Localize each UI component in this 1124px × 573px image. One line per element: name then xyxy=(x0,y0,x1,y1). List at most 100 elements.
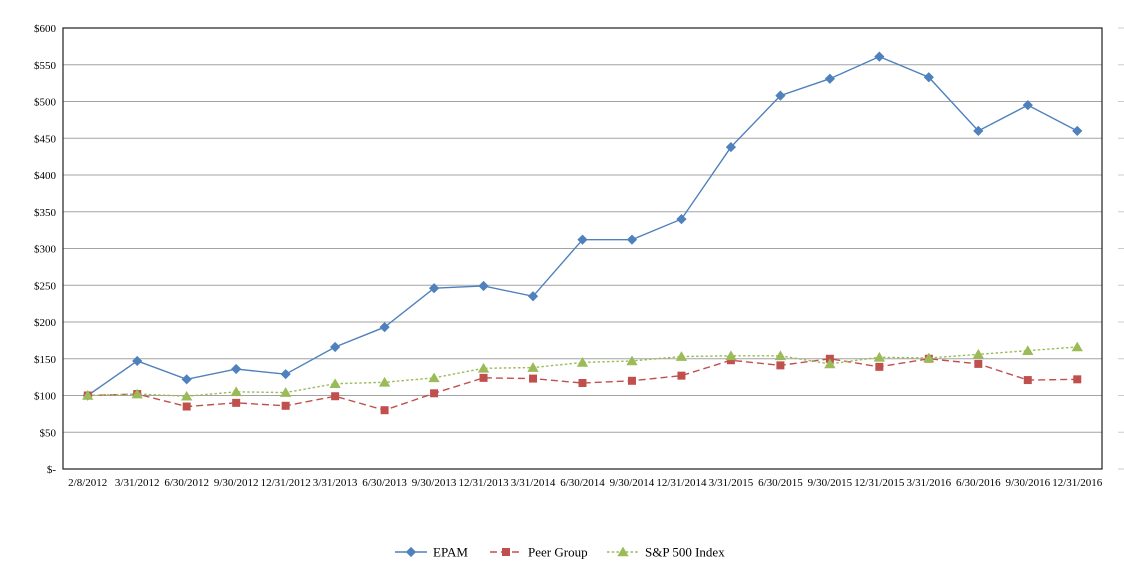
s-p-500-index-marker xyxy=(82,390,94,400)
peer-group-marker xyxy=(974,359,983,368)
epam-marker xyxy=(1022,100,1033,111)
s-p-500-index-marker xyxy=(428,372,440,383)
peer-group-marker xyxy=(875,362,884,371)
s-p-500-index-marker xyxy=(329,378,341,389)
x-axis-tick-label: 9/30/2012 xyxy=(214,477,259,489)
epam-marker xyxy=(725,141,737,153)
peer-group-marker xyxy=(281,401,290,410)
s-p-500-index-marker xyxy=(873,351,886,362)
peer-group-marker xyxy=(232,398,241,407)
legend-triangle-icon xyxy=(617,546,629,557)
x-axis-tick-label: 12/31/2015 xyxy=(854,477,905,489)
legend-diamond-icon xyxy=(405,546,417,558)
epam-marker xyxy=(330,341,341,353)
s-p-500-index-marker xyxy=(527,362,539,372)
epam-marker xyxy=(874,51,885,62)
y-axis-tick-label: $100 xyxy=(34,391,57,403)
epam-marker xyxy=(577,234,588,245)
epam-marker xyxy=(775,90,786,101)
peer-group-marker xyxy=(1023,376,1032,385)
s-p-500-index-marker xyxy=(1071,341,1083,352)
s-p-500-index-marker xyxy=(725,350,737,361)
peer-group-marker xyxy=(578,379,587,388)
x-axis-tick-label: 12/31/2012 xyxy=(261,477,311,489)
legend-label-s-p-500-index: S&P 500 Index xyxy=(645,545,725,560)
x-axis-tick-label: 3/31/2014 xyxy=(511,477,556,489)
x-axis-tick-label: 6/30/2013 xyxy=(362,477,407,489)
s-p-500-index-line xyxy=(87,346,1078,397)
x-axis-tick-label: 12/31/2013 xyxy=(458,477,509,489)
peer-group-marker xyxy=(182,402,191,411)
s-p-500-index-marker xyxy=(1022,345,1034,355)
s-p-500-index-marker xyxy=(279,387,292,397)
y-axis-tick-label: $300 xyxy=(34,244,57,256)
x-axis-tick-label: 9/30/2013 xyxy=(412,477,457,489)
legend-label-epam: EPAM xyxy=(433,545,468,560)
y-axis-tick-label: $400 xyxy=(34,170,57,182)
x-axis-tick-label: 6/30/2014 xyxy=(560,477,605,489)
s-p-500-index-marker xyxy=(378,376,391,387)
s-p-500-index-marker xyxy=(972,348,984,359)
x-axis-tick-label: 9/30/2016 xyxy=(1005,477,1050,489)
peer-group-marker xyxy=(776,361,785,370)
s-p-500-index-marker xyxy=(626,355,638,366)
y-axis-tick-label: $150 xyxy=(34,354,57,366)
y-axis-tick-label: $500 xyxy=(34,97,57,109)
plot-border xyxy=(62,27,1103,470)
s-p-500-index-marker xyxy=(824,358,836,369)
x-axis-tick-label: 6/30/2016 xyxy=(956,477,1001,489)
epam-marker xyxy=(428,283,440,294)
y-axis-tick-label: $600 xyxy=(34,23,57,35)
peer-group-marker xyxy=(380,406,389,415)
epam-marker xyxy=(527,291,539,302)
y-axis-tick-label: $200 xyxy=(34,317,57,329)
peer-group-marker xyxy=(430,389,439,398)
x-axis-tick-label: 2/8/2012 xyxy=(68,477,107,489)
x-axis-tick-label: 3/31/2015 xyxy=(709,477,754,489)
y-axis-tick-label: $550 xyxy=(34,60,57,72)
peer-group-marker xyxy=(479,373,488,382)
y-axis-tick-label: $- xyxy=(47,464,57,476)
epam-marker xyxy=(973,125,984,137)
legend-square-icon xyxy=(502,548,510,556)
peer-group-marker xyxy=(331,392,340,401)
x-axis-tick-label: 3/31/2012 xyxy=(115,477,160,489)
x-axis-tick-label: 6/30/2012 xyxy=(164,477,209,489)
s-p-500-index-marker xyxy=(131,388,143,399)
epam-marker xyxy=(132,355,143,367)
x-axis-tick-label: 9/30/2014 xyxy=(610,477,655,489)
peer-group-marker xyxy=(529,374,538,383)
s-p-500-index-marker xyxy=(230,386,242,397)
epam-marker xyxy=(1072,125,1083,137)
s-p-500-index-marker xyxy=(181,390,193,401)
epam-marker xyxy=(626,234,638,245)
y-axis-tick-label: $50 xyxy=(40,427,57,439)
s-p-500-index-marker xyxy=(576,357,589,367)
x-axis-tick-label: 12/31/2014 xyxy=(656,477,707,489)
epam-marker xyxy=(280,369,291,380)
peer-group-marker xyxy=(1073,375,1082,384)
x-axis-tick-label: 9/30/2015 xyxy=(808,477,853,489)
s-p-500-index-marker xyxy=(477,362,490,373)
peer-group-line xyxy=(87,358,1078,411)
y-axis-tick-label: $250 xyxy=(34,280,57,292)
epam-marker xyxy=(676,213,687,225)
s-p-500-index-marker xyxy=(774,350,787,361)
x-axis-tick-label: 3/31/2013 xyxy=(313,477,358,489)
epam-marker xyxy=(478,280,489,292)
y-axis-tick-label: $450 xyxy=(34,133,57,145)
epam-marker xyxy=(379,322,390,333)
epam-marker xyxy=(923,72,934,83)
epam-line xyxy=(87,55,1078,397)
s-p-500-index-marker xyxy=(675,351,688,361)
y-axis-tick-label: $350 xyxy=(34,207,57,219)
x-axis-tick-label: 12/31/2016 xyxy=(1052,477,1103,489)
epam-marker xyxy=(231,363,242,375)
epam-marker xyxy=(824,73,835,84)
legend-label-peer-group: Peer Group xyxy=(528,545,588,560)
peer-group-marker xyxy=(677,371,686,380)
epam-marker xyxy=(181,374,192,385)
peer-group-marker xyxy=(627,376,636,385)
